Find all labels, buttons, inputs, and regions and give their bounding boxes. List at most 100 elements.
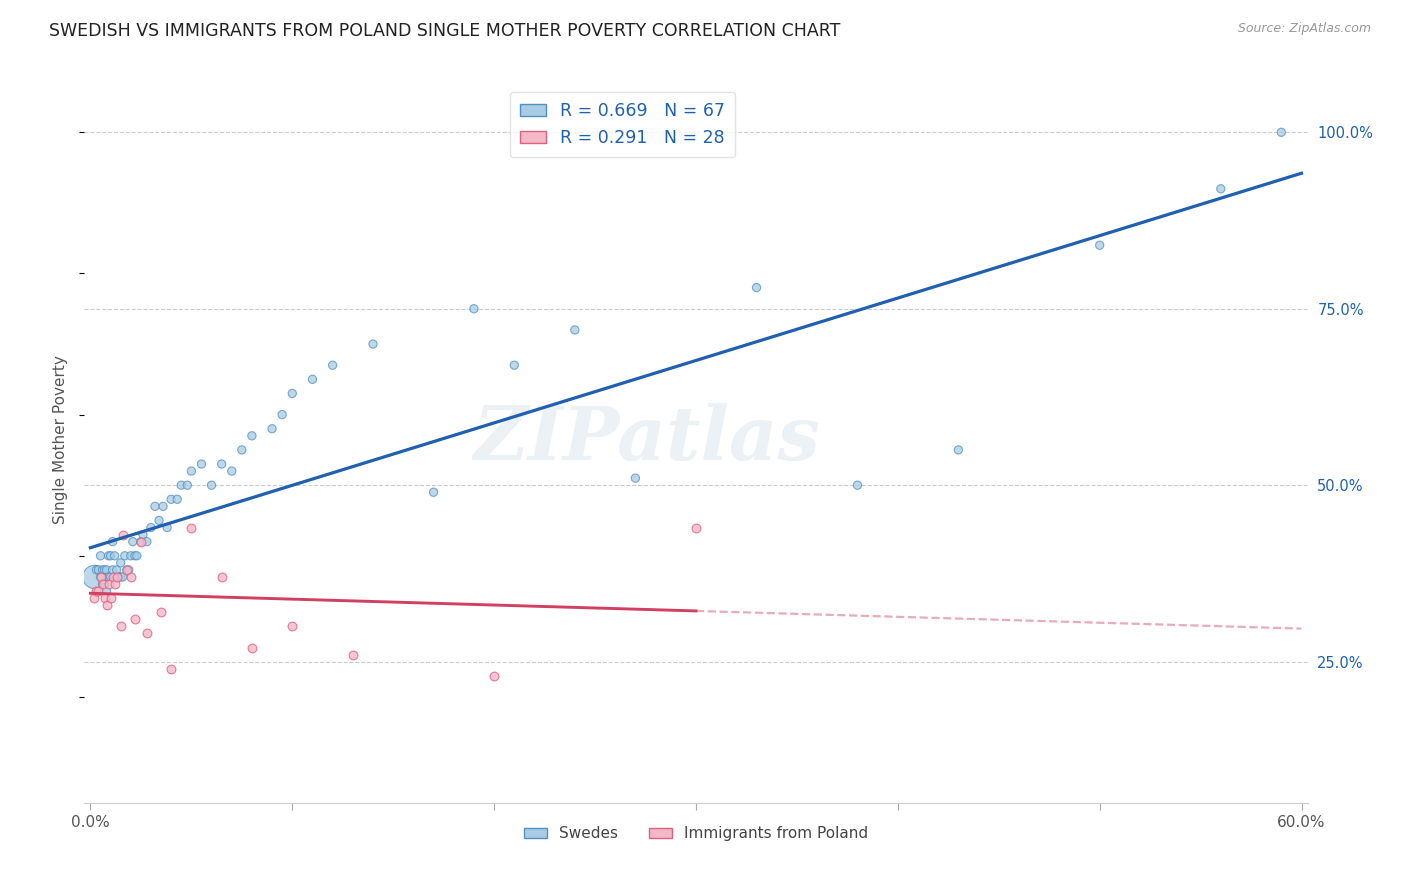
Point: [129, 534, 152, 549]
Point: [262, 422, 284, 436]
Point: [91, 577, 114, 591]
Point: [152, 500, 174, 514]
Point: [105, 563, 128, 577]
Point: [463, 301, 485, 316]
Point: [110, 570, 132, 584]
Point: [104, 577, 127, 591]
Point: [745, 280, 768, 294]
Point: [125, 549, 148, 563]
Point: [136, 626, 159, 640]
Point: [105, 570, 128, 584]
Point: [107, 570, 129, 584]
Point: [1209, 182, 1232, 196]
Point: [342, 648, 364, 662]
Point: [240, 429, 263, 443]
Point: [503, 358, 526, 372]
Text: Source: ZipAtlas.com: Source: ZipAtlas.com: [1237, 22, 1371, 36]
Point: [96, 584, 118, 599]
Point: [97, 577, 120, 591]
Point: [160, 492, 183, 507]
Point: [124, 612, 146, 626]
Point: [89, 549, 111, 563]
Point: [118, 563, 141, 577]
Point: [1270, 125, 1292, 139]
Y-axis label: Single Mother Poverty: Single Mother Poverty: [53, 355, 69, 524]
Point: [87, 563, 110, 577]
Point: [221, 464, 243, 478]
Point: [361, 337, 384, 351]
Point: [211, 457, 233, 471]
Point: [97, 570, 120, 584]
Point: [120, 549, 142, 563]
Point: [110, 556, 132, 570]
Point: [97, 549, 120, 563]
Point: [101, 563, 124, 577]
Point: [143, 500, 166, 514]
Point: [96, 598, 118, 612]
Text: SWEDISH VS IMMIGRANTS FROM POLAND SINGLE MOTHER POVERTY CORRELATION CHART: SWEDISH VS IMMIGRANTS FROM POLAND SINGLE…: [49, 22, 841, 40]
Point: [101, 570, 124, 584]
Point: [1088, 238, 1111, 252]
Point: [156, 520, 179, 534]
Point: [114, 549, 136, 563]
Point: [180, 464, 202, 478]
Point: [200, 478, 222, 492]
Point: [301, 372, 323, 386]
Point: [121, 534, 143, 549]
Point: [93, 577, 115, 591]
Point: [101, 534, 124, 549]
Legend: Swedes, Immigrants from Poland: Swedes, Immigrants from Poland: [517, 821, 875, 847]
Point: [281, 386, 304, 401]
Point: [132, 527, 155, 541]
Point: [422, 485, 444, 500]
Point: [93, 591, 115, 606]
Point: [180, 520, 202, 534]
Point: [104, 570, 127, 584]
Point: [136, 534, 159, 549]
Point: [93, 563, 115, 577]
Point: [115, 563, 138, 577]
Point: [190, 457, 212, 471]
Point: [83, 591, 105, 606]
Point: [111, 570, 134, 584]
Point: [86, 584, 108, 599]
Point: [846, 478, 869, 492]
Point: [624, 471, 647, 485]
Point: [271, 408, 294, 422]
Point: [564, 323, 586, 337]
Point: [100, 570, 122, 584]
Point: [685, 520, 707, 534]
Point: [482, 669, 505, 683]
Point: [124, 549, 146, 563]
Point: [83, 570, 105, 584]
Text: ZIPatlas: ZIPatlas: [474, 403, 821, 475]
Point: [89, 570, 111, 584]
Point: [100, 549, 122, 563]
Point: [160, 662, 183, 676]
Point: [231, 442, 253, 457]
Point: [150, 605, 173, 619]
Point: [129, 534, 152, 549]
Point: [111, 527, 134, 541]
Point: [240, 640, 263, 655]
Point: [211, 570, 233, 584]
Point: [96, 563, 118, 577]
Point: [176, 478, 198, 492]
Point: [148, 513, 170, 527]
Point: [115, 563, 138, 577]
Point: [89, 570, 111, 584]
Point: [91, 577, 114, 591]
Point: [948, 442, 970, 457]
Point: [166, 492, 188, 507]
Point: [139, 520, 162, 534]
Point: [100, 591, 122, 606]
Point: [104, 549, 127, 563]
Point: [91, 563, 114, 577]
Point: [281, 619, 304, 633]
Point: [170, 478, 193, 492]
Point: [322, 358, 344, 372]
Point: [120, 570, 142, 584]
Point: [110, 619, 132, 633]
Point: [87, 584, 110, 599]
Point: [86, 563, 108, 577]
